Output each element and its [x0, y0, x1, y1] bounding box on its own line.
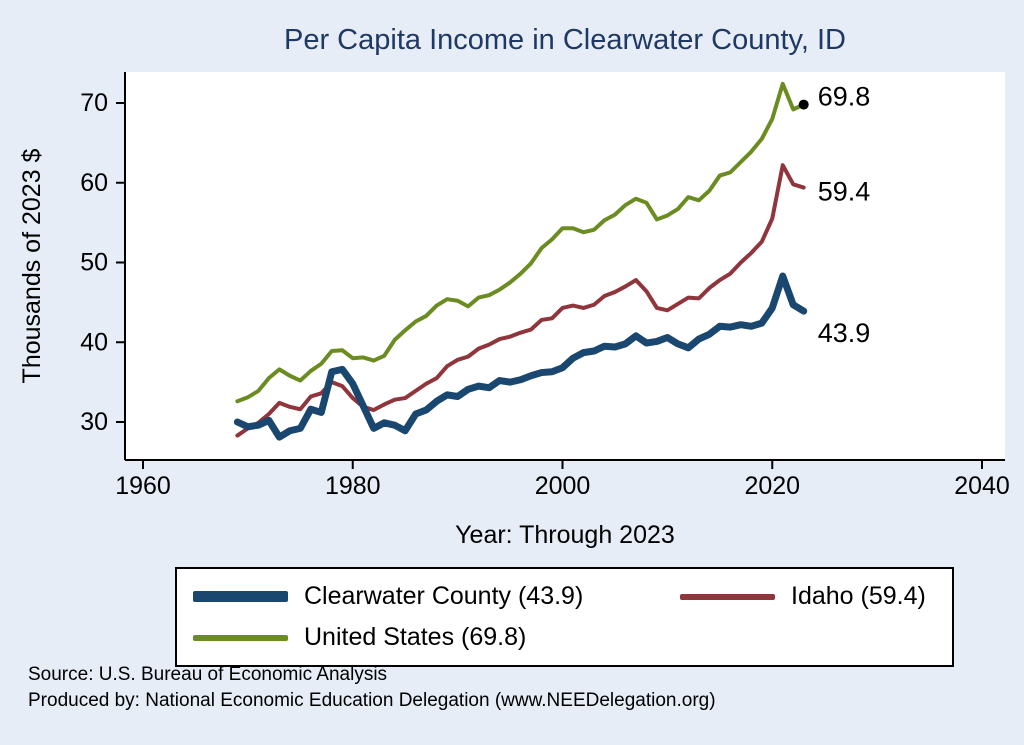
legend-item-idaho: Idaho (59.4)	[680, 582, 936, 611]
y-tick-label: 50	[80, 249, 108, 277]
y-tick-label: 70	[80, 89, 108, 117]
x-tick-label: 1980	[325, 472, 381, 500]
series-line-clearwater-county	[233, 272, 808, 441]
legend-swatch-us	[193, 634, 288, 641]
footer-produced-by: Produced by: National Economic Education…	[28, 690, 716, 711]
series-end-dot	[798, 99, 809, 110]
series-line-united-states	[235, 81, 806, 404]
legend-swatch-clearwater	[193, 591, 288, 602]
x-tick-label: 2020	[744, 472, 800, 500]
footer: Source: U.S. Bureau of Economic Analysis…	[28, 662, 716, 714]
y-axis-title: Thousands of 2023 $	[18, 148, 46, 383]
legend-label-clearwater: Clearwater County (43.9)	[304, 582, 584, 610]
line-chart: 1960 1980 2000 2020 2040 30 40 50 60 70 43.9 59.4 69…	[18, 72, 1010, 549]
y-tick-label: 40	[80, 328, 108, 356]
legend-item-clearwater: Clearwater County (43.9)	[193, 582, 680, 611]
plot-area	[125, 72, 1005, 460]
series-end-label: 59.4	[818, 177, 871, 207]
y-tick-label: 60	[80, 169, 108, 197]
footer-source: Source: U.S. Bureau of Economic Analysis	[28, 664, 388, 685]
x-tick-label: 2040	[954, 472, 1010, 500]
chart-dynamic-layer: 1960 1980 2000 2020 2040 30 40 50 60 70 43.9 59.4 69…	[80, 82, 1010, 500]
chart-title: Per Capita Income in Clearwater County, …	[284, 24, 846, 56]
legend-item-us: United States (69.8)	[193, 623, 680, 652]
series-end-label: 43.9	[818, 318, 871, 348]
legend-label-idaho: Idaho (59.4)	[791, 582, 926, 610]
x-axis-title: Year: Through 2023	[455, 521, 675, 549]
legend: Clearwater County (43.9) Idaho (59.4) Un…	[175, 567, 954, 667]
series-end-label: 69.8	[818, 82, 871, 112]
x-tick-label: 1960	[115, 472, 171, 500]
legend-label-us: United States (69.8)	[304, 623, 527, 651]
x-tick-label: 2000	[535, 472, 591, 500]
y-tick-label: 30	[80, 408, 108, 436]
legend-swatch-idaho	[680, 593, 775, 600]
